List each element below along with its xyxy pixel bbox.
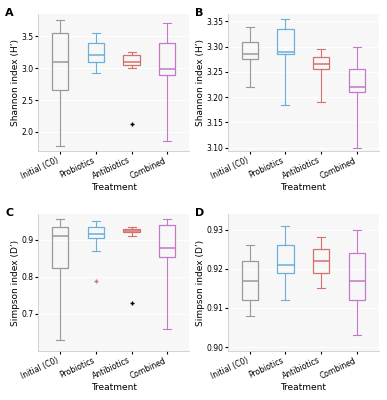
X-axis label: Treatment: Treatment [91,383,137,392]
Y-axis label: Shannon index (H’): Shannon index (H’) [11,39,20,126]
X-axis label: Treatment: Treatment [280,383,326,392]
X-axis label: Treatment: Treatment [91,183,137,192]
Text: C: C [5,208,13,218]
Y-axis label: Shannon index (H’): Shannon index (H’) [196,39,205,126]
Text: D: D [195,208,204,218]
Y-axis label: Simpson index (D’): Simpson index (D’) [196,240,205,326]
X-axis label: Treatment: Treatment [280,183,326,192]
Y-axis label: Simpson index (D’): Simpson index (D’) [11,240,20,326]
Text: A: A [5,8,14,18]
Text: B: B [195,8,203,18]
